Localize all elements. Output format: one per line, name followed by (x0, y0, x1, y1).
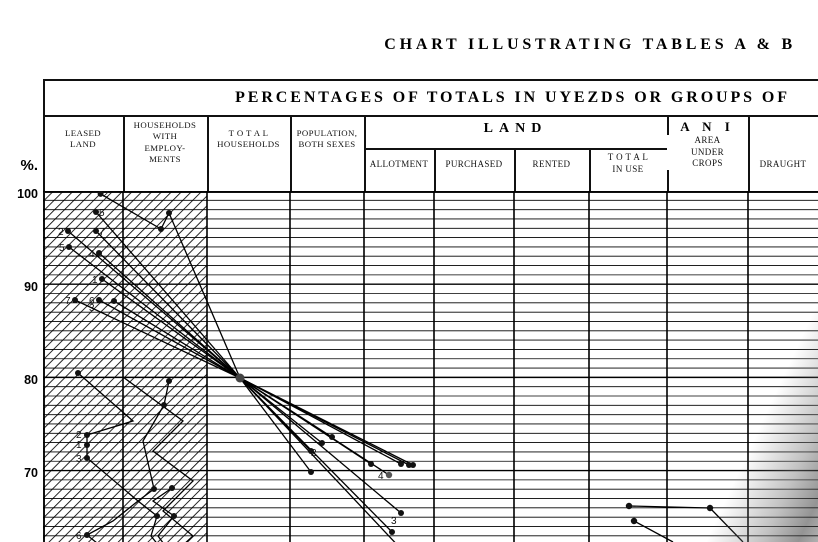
svg-text:6: 6 (76, 531, 82, 542)
svg-text:2: 2 (58, 227, 64, 238)
svg-text:7: 7 (65, 296, 71, 307)
svg-text:1: 1 (76, 440, 82, 451)
svg-text:5: 5 (99, 208, 105, 219)
svg-text:3: 3 (89, 303, 95, 314)
svg-text:3: 3 (391, 516, 397, 527)
svg-text:5: 5 (59, 243, 65, 254)
svg-text:3: 3 (76, 454, 82, 465)
svg-text:4: 4 (378, 471, 384, 482)
svg-text:4: 4 (89, 249, 95, 260)
svg-text:2: 2 (311, 448, 317, 459)
svg-text:2: 2 (103, 191, 109, 200)
svg-text:1: 1 (92, 275, 98, 286)
svg-text:7: 7 (99, 227, 105, 238)
